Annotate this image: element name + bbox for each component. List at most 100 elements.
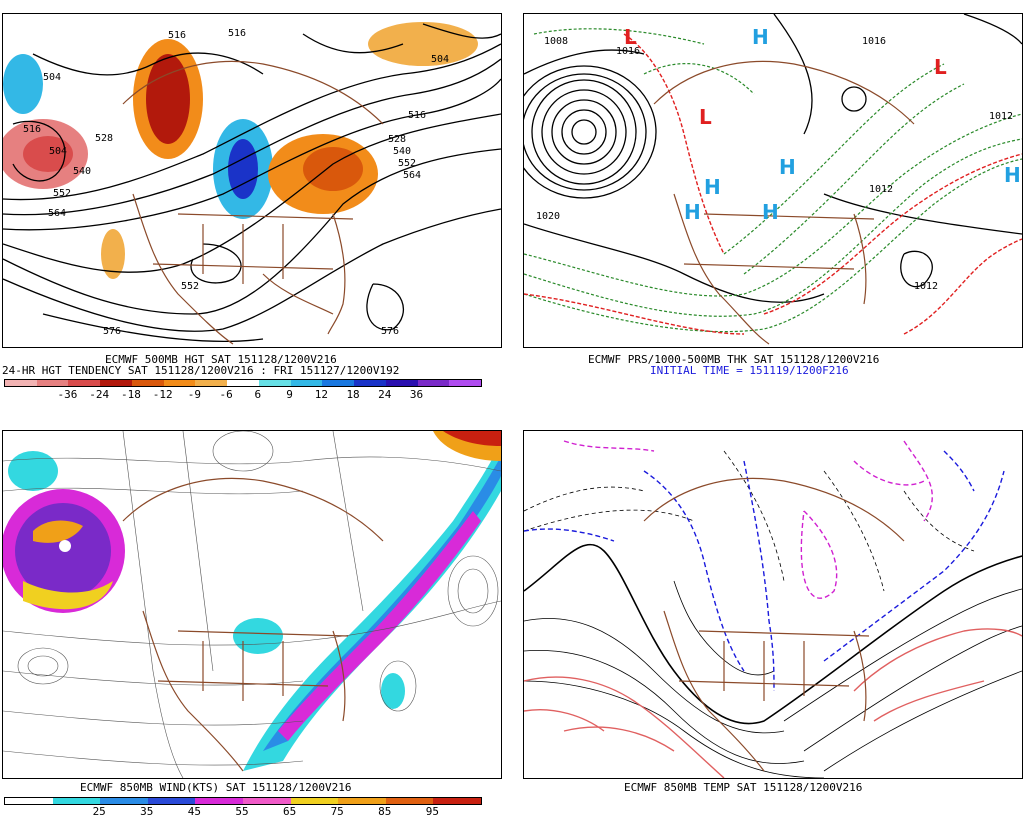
contour-label: 552 [181,281,199,292]
colorbar-tick-label: -36 [57,388,78,401]
colorbar-swatch [131,380,164,386]
colorbar-swatch [290,380,323,386]
pressure-label: 1020 [536,211,560,222]
colorbar-swatch [322,380,355,386]
colorbar-swatch [242,798,291,804]
contour-label: 576 [103,326,121,337]
pressure-label: 1012 [989,111,1013,122]
colorbar-tick-label: 85 [378,805,392,818]
contour-label: 516 [23,124,41,135]
colorbar-swatch [147,798,196,804]
colorbar-tick-label: 36 [409,388,424,401]
panel-title-line1: ECMWF 850MB TEMP SAT 151128/1200V216 [624,781,863,794]
colorbar-swatch [100,798,148,804]
map-850mb-wind [2,430,502,779]
colorbar-swatch [195,380,228,386]
colorbar-tick-label: 45 [187,805,202,818]
warm-contours-red [524,628,1022,778]
panel-title-line2: 24-HR HGT TENDENCY SAT 151128/1200V216 :… [2,364,400,377]
isobars [524,14,1022,303]
colorbar-tick-label: 24 [378,388,392,401]
high-pressure-marker: H [762,200,779,224]
wind-speed-colorbar [4,797,482,805]
low-pressure-marker: L [624,25,637,49]
map-500mb-height: 504 516 516 504 516 528 540 552 564 504 … [2,13,502,348]
map-pressure-thickness: L L L H H H H H H 1008 1016 1020 1012 10… [523,13,1023,348]
colorbar-tick-label: -9 [187,388,202,401]
colorbar-swatch [258,380,291,386]
colorbar-swatch [227,380,259,386]
contour-label: 564 [48,208,66,219]
contour-label: 540 [73,166,91,177]
panel-title-line1: ECMWF 500MB HGT SAT 151128/1200V216 [105,353,337,366]
colorbar-swatch [195,798,243,804]
map-borders [653,60,915,345]
colorbar-tick-label: 65 [282,805,297,818]
contour-label: 564 [403,170,421,181]
colorbar-swatch [52,798,101,804]
colorbar-tick-label: 12 [314,388,328,401]
thickness-lines-red [524,33,1022,335]
map-temp-svg [524,440,1022,778]
map-500mb-svg: 504 516 516 504 516 528 540 552 564 504 … [3,22,501,345]
colorbar-tick-label: -12 [152,388,173,401]
contour-label: 516 [408,110,426,121]
panel-pressure-thickness: L L L H H H H H H 1008 1016 1020 1012 10… [521,0,1024,405]
colorbar-tick-label: 6 [254,388,262,401]
colorbar-swatch [5,380,37,386]
colorbar-swatch [433,798,481,804]
cold-contours-magenta [563,440,933,599]
panel-title-line1: ECMWF PRS/1000-500MB THK SAT 151128/1200… [588,353,880,366]
colorbar-tick-label: 18 [346,388,360,401]
panel-850mb-wind: ECMWF 850MB WIND(KTS) SAT 151128/1200V21… [0,414,502,819]
colorbar-tick-label: -6 [219,388,233,401]
contour-label: 552 [53,188,71,199]
streamlines [3,431,501,778]
colorbar-tick-label: 9 [286,388,293,401]
contour-labels: 504 516 516 504 516 528 540 552 564 504 … [23,28,449,337]
colorbar-tick-label: 95 [425,805,440,818]
colorbar-swatch [338,798,386,804]
contour-label: 552 [398,158,416,169]
contour-label: 504 [431,54,449,65]
map-borders [122,477,384,772]
contour-label: 516 [168,30,186,41]
colorbar-swatch [417,380,450,386]
pressure-labels: 1008 1016 1020 1012 1012 1016 1012 [536,36,1013,292]
contour-label: 504 [43,72,61,83]
map-wind-svg [3,431,501,778]
map-borders [122,60,384,345]
low-pressure-marker: L [934,55,947,79]
colorbar-swatch [385,380,418,386]
initial-time-label: INITIAL TIME = 151119/1200F216 [650,364,849,377]
high-pressure-marker: H [704,175,721,199]
contour-label: 504 [49,146,67,157]
pressure-label: 1016 [616,46,640,57]
map-borders [643,477,905,772]
colorbar-swatch [449,380,482,386]
colorbar-tick-label: 75 [330,805,344,818]
pressure-label: 1008 [544,36,568,47]
low-pressure-marker: L [699,105,712,129]
colorbar-swatch [290,798,339,804]
panel-850mb-temp: ECMWF 850MB TEMP SAT 151128/1200V216 [521,414,1024,819]
high-pressure-marker: H [779,155,796,179]
wind-speed-shading [3,431,501,771]
high-pressure-marker: H [684,200,701,224]
thickness-lines-green [524,28,1022,333]
colorbar-tick-label: -24 [89,388,110,401]
height-tendency-colorbar [4,379,482,387]
colorbar-tick-label: -18 [120,388,141,401]
pressure-label: 1016 [862,36,886,47]
colorbar-swatch [354,380,386,386]
pressure-label: 1012 [869,184,893,195]
map-pressure-svg: L L L H H H H H H 1008 1016 1020 1012 10… [524,14,1022,345]
contour-label: 516 [228,28,246,39]
colorbar-swatch [5,798,53,804]
contour-label: 528 [95,133,113,144]
colorbar-tick-label: 55 [235,805,249,818]
colorbar-tick-label: 35 [140,805,154,818]
high-pressure-marker: H [752,25,769,49]
colorbar-swatch [100,380,132,386]
contour-label: 576 [381,326,399,337]
